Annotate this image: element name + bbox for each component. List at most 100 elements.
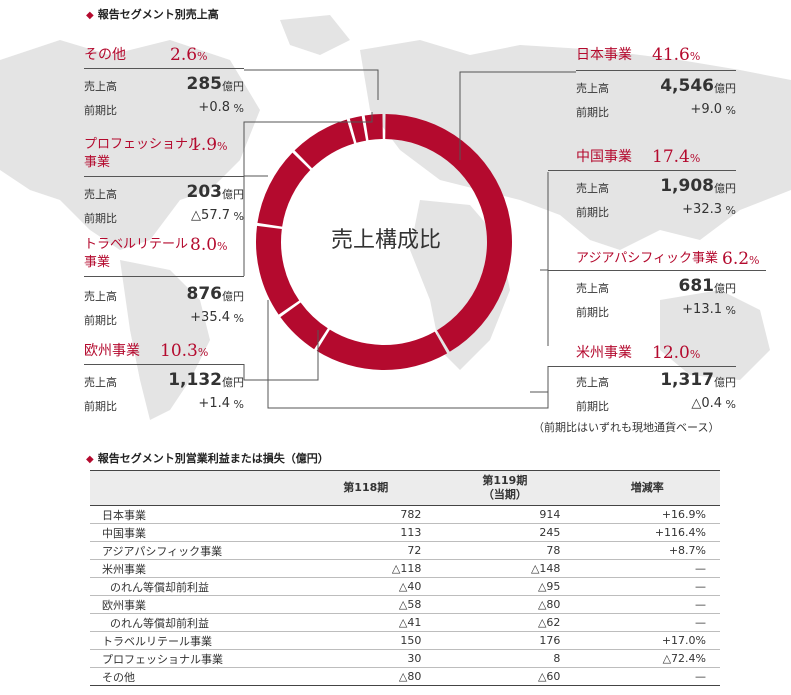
segment-name: その他: [84, 47, 126, 63]
donut-slice: [294, 119, 355, 169]
sales-label: 売上高: [84, 80, 117, 93]
table-row: 中国事業 113 245 +116.4%: [90, 523, 720, 542]
period-118-value: △58: [296, 595, 436, 614]
yoy-value: +32.3: [682, 202, 722, 217]
segment-share-value: 2.6: [170, 45, 198, 65]
divider: [84, 276, 244, 277]
row-label: 米州事業: [90, 559, 297, 578]
segment-name: 日本事業: [576, 47, 632, 63]
yoy-row: 前期比 +13.1%: [576, 300, 736, 320]
yoy-value: +13.1: [682, 302, 722, 317]
sales-label: 売上高: [576, 282, 609, 295]
yoy-label: 前期比: [84, 400, 117, 413]
sales-row: 売上高 681 億円: [576, 276, 736, 296]
divider: [576, 70, 736, 71]
row-label: 中国事業: [90, 523, 297, 542]
segment-share: 1.9%: [190, 136, 228, 156]
sales-row: 売上高 4,546 億円: [576, 76, 736, 96]
donut-slice: [280, 302, 328, 350]
table-header-period-119: 第119期 （当期）: [435, 470, 575, 506]
leader-line: [530, 366, 549, 393]
footnote: （前期比はいずれも現地通貨ベース）: [533, 421, 720, 434]
row-label: のれん等償却前利益: [90, 577, 297, 596]
yoy-row: 前期比 +0.8%: [84, 98, 244, 118]
yoy-label: 前期比: [576, 400, 609, 413]
divider: [84, 364, 244, 365]
period-119-value: △148: [435, 559, 575, 578]
segment-share: 6.2%: [722, 250, 760, 270]
yoy-label: 前期比: [576, 206, 609, 219]
unit-label: 億円: [222, 376, 244, 389]
donut-slice: [349, 115, 367, 143]
period-118-value: 113: [296, 523, 436, 542]
yoy-row: 前期比 +1.4%: [84, 394, 244, 414]
period-118-value: △118: [296, 559, 436, 578]
divider: [548, 170, 736, 171]
row-label: その他: [90, 667, 297, 686]
segment-share: 10.3%: [160, 342, 208, 362]
leader-line: [459, 71, 576, 160]
period-118-value: △40: [296, 577, 436, 596]
diamond-bullet-icon: ◆: [86, 454, 94, 465]
period-119-value: 176: [435, 631, 575, 650]
pct-unit: %: [689, 152, 701, 165]
sales-row: 売上高 1,908 億円: [576, 176, 736, 196]
row-label: プロフェッショナル事業: [90, 649, 297, 668]
segment-japan: 日本事業 41.6% 売上高 4,546 億円 前期比 +9.0%: [576, 46, 736, 120]
sales-value: 4,546: [660, 76, 714, 96]
segment-share-value: 8.0: [190, 235, 218, 255]
pct-unit: %: [217, 140, 228, 153]
table-row: その他 △80 △60—: [90, 667, 720, 686]
yoy-value: +9.0: [690, 102, 722, 117]
segment-share: 2.6%: [170, 46, 208, 66]
pct-unit: %: [725, 204, 736, 217]
table-row: 欧州事業 △58 △80—: [90, 595, 720, 614]
segment-share: 41.6%: [652, 46, 700, 66]
segment-name: 米州事業: [576, 345, 632, 361]
pct-unit: %: [233, 210, 244, 223]
change-rate-value: △72.4%: [574, 649, 720, 668]
donut-slice: [385, 114, 512, 352]
diamond-bullet-icon: ◆: [86, 10, 94, 21]
row-label: 日本事業: [90, 505, 297, 524]
segment-other: その他 2.6% 売上高 285 億円 前期比 +0.8%: [84, 46, 244, 124]
period-119-value: 78: [435, 541, 575, 560]
segment-europe: 欧州事業 10.3% 売上高 1,132 億円 前期比 +1.4%: [84, 342, 244, 416]
segment-china: 中国事業 17.4% 売上高 1,908 億円 前期比 +32.3%: [576, 148, 736, 222]
pct-unit: %: [233, 312, 244, 325]
sales-value: 1,132: [168, 370, 222, 390]
segment-share-value: 1.9: [190, 135, 218, 155]
segment-share-value: 41.6: [652, 45, 690, 65]
sales-row: 売上高 203 億円: [84, 182, 244, 202]
donut-slice: [316, 329, 448, 370]
period-118-value: △80: [296, 667, 436, 686]
donut-slice: [256, 225, 300, 315]
sales-value: 681: [678, 276, 715, 296]
divider: [84, 176, 244, 177]
segment-share-value: 17.4: [652, 147, 690, 167]
segment-name: 中国事業: [576, 149, 632, 165]
segment-name: トラベルリテール 事業: [84, 237, 189, 270]
period-119-value: 914: [435, 505, 575, 524]
unit-label: 億円: [714, 376, 736, 389]
table-row: アジアパシフィック事業 72 78 +8.7%: [90, 541, 720, 560]
sales-composition-donut-chart: [243, 69, 576, 409]
pct-unit: %: [689, 50, 701, 63]
row-label: トラベルリテール事業: [90, 631, 297, 650]
yoy-row: 前期比 +32.3%: [576, 200, 736, 220]
yoy-row: 前期比 +9.0%: [576, 100, 736, 120]
pct-unit: %: [725, 104, 736, 117]
yoy-value: △0.4: [691, 396, 722, 411]
yoy-value: +1.4: [198, 396, 230, 411]
yoy-value: △57.7: [191, 208, 230, 223]
leader-line: [243, 330, 319, 381]
sales-value: 876: [186, 284, 223, 304]
change-rate-value: —: [574, 667, 720, 686]
change-rate-value: +116.4%: [574, 523, 720, 542]
sales-value: 1,317: [660, 370, 714, 390]
period-118-value: △41: [296, 613, 436, 632]
pct-unit: %: [689, 348, 701, 361]
leader-lines: [243, 69, 576, 409]
unit-label: 億円: [714, 282, 736, 295]
sales-value: 203: [186, 182, 223, 202]
